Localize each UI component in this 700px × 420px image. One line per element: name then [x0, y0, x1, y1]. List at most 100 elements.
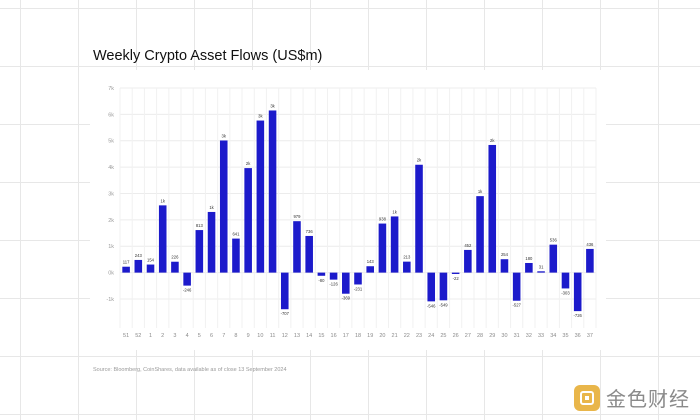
data-label: 180: [525, 256, 533, 261]
bar: [366, 266, 374, 273]
data-label: 1k: [392, 209, 397, 214]
x-tick-label: 15: [318, 333, 324, 339]
data-label: 2k: [490, 138, 495, 143]
x-tick-label: 30: [501, 333, 507, 339]
bar: [537, 271, 545, 273]
bar: [476, 196, 484, 273]
bar: [451, 272, 460, 274]
chart-panel: -1k 0k 1k 2k 3k 4k 5k 6k 7k 117 51 243 52 154 1 1k 2 226 3…: [90, 70, 606, 350]
bar: [122, 266, 130, 273]
bar-chart: -1k0k1k2k3k4k5k6k7k117512435215411k22263…: [106, 86, 597, 339]
data-label: 1k: [478, 189, 483, 194]
data-label: -80: [318, 278, 325, 283]
x-tick-label: 32: [526, 333, 532, 339]
x-tick-label: 3: [173, 333, 176, 339]
source-note: Source: Bloomberg, CoinShares, data avai…: [93, 367, 287, 373]
data-label: 1k: [209, 205, 214, 210]
x-tick-label: 18: [355, 333, 361, 339]
data-label: 243: [135, 253, 143, 258]
x-tick-label: 14: [306, 333, 312, 339]
bar: [305, 235, 313, 273]
y-tick-label: 0k: [108, 271, 114, 277]
data-label: 213: [403, 255, 411, 260]
x-tick-label: 23: [416, 333, 422, 339]
x-tick-label: 37: [587, 333, 593, 339]
bar: [378, 223, 387, 273]
data-label: 254: [501, 252, 509, 257]
watermark-logo: 金色财经: [574, 383, 690, 412]
bar: [561, 272, 570, 289]
x-tick-label: 13: [294, 333, 300, 339]
data-label: 117: [123, 260, 130, 265]
bar: [586, 248, 594, 273]
bar: [146, 264, 155, 273]
coin-logo-icon: [574, 384, 600, 411]
bar: [207, 211, 216, 273]
x-tick-label: 21: [392, 333, 398, 339]
data-label: 452: [464, 243, 472, 248]
x-tick-label: 34: [550, 333, 556, 339]
data-label: 3k: [222, 133, 227, 138]
x-tick-label: 4: [186, 333, 189, 339]
bar: [403, 261, 411, 273]
data-label: 938: [379, 217, 387, 222]
bar: [293, 221, 301, 273]
y-tick-label: 6k: [108, 112, 114, 118]
x-tick-label: 24: [428, 333, 434, 339]
x-tick-label: 16: [331, 333, 337, 339]
x-tick-label: 9: [247, 333, 250, 339]
x-tick-label: 35: [562, 333, 568, 339]
data-label: 641: [232, 232, 240, 237]
data-label: -546: [427, 303, 436, 308]
data-label: 3k: [270, 103, 275, 108]
y-tick-label: 3k: [108, 191, 114, 197]
x-tick-label: 26: [453, 333, 459, 339]
bar: [342, 272, 350, 294]
bar: [573, 272, 582, 312]
data-label: -549: [439, 302, 448, 307]
x-tick-label: 10: [257, 333, 263, 339]
bar: [134, 259, 143, 273]
data-label: -22: [453, 276, 460, 281]
x-tick-label: 7: [222, 333, 225, 339]
x-tick-label: 52: [135, 333, 141, 339]
bar: [427, 272, 436, 302]
data-label: 154: [147, 258, 155, 263]
data-label: 1k: [160, 198, 165, 203]
x-tick-label: 2: [161, 333, 164, 339]
x-tick-label: 17: [343, 333, 349, 339]
y-tick-label: -1k: [106, 297, 114, 303]
y-tick-label: 4k: [108, 165, 114, 171]
data-label: -246: [183, 288, 192, 293]
data-label: 226: [171, 255, 179, 260]
bar: [439, 272, 448, 301]
bar: [256, 120, 265, 273]
x-tick-label: 22: [404, 333, 410, 339]
x-tick-label: 25: [440, 333, 446, 339]
data-label: 3k: [258, 114, 263, 119]
bar: [549, 244, 558, 273]
x-tick-label: 29: [489, 333, 495, 339]
bar: [219, 140, 228, 273]
x-tick-label: 28: [477, 333, 483, 339]
data-label: -707: [281, 311, 290, 316]
bar: [195, 230, 204, 273]
data-label: -303: [561, 290, 570, 295]
bar: [329, 272, 338, 280]
data-label: 31: [539, 264, 544, 269]
x-tick-label: 8: [234, 333, 237, 339]
bar: [317, 272, 326, 276]
bar: [488, 144, 497, 273]
bar: [232, 238, 240, 273]
data-label: -231: [354, 286, 363, 291]
bar: [390, 216, 399, 273]
x-tick-label: 20: [379, 333, 385, 339]
bar: [268, 110, 277, 273]
bar: [500, 259, 509, 273]
data-label: 736: [306, 229, 314, 234]
bar: [280, 272, 289, 310]
data-label: -126: [329, 282, 338, 287]
x-tick-label: 36: [575, 333, 581, 339]
x-tick-label: 19: [367, 333, 373, 339]
y-tick-label: 2k: [108, 218, 114, 224]
